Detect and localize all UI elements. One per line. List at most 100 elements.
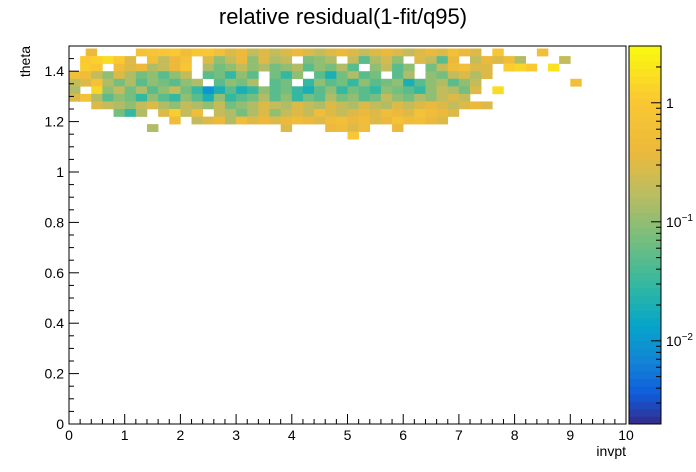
heatmap-cell: [325, 116, 337, 125]
color-scale-segment: [629, 68, 661, 77]
color-scale-segment: [629, 303, 661, 311]
heatmap-cell: [224, 78, 237, 87]
heatmap-cell: [280, 78, 293, 87]
x-tick-label: 9: [566, 427, 574, 443]
heatmap-cell: [158, 101, 170, 110]
heatmap-cell: [258, 116, 270, 125]
y-tick-label: 0.4: [45, 315, 65, 331]
color-scale-segment: [629, 386, 661, 395]
heatmap-cell: [403, 101, 415, 110]
heatmap-cell: [302, 109, 315, 117]
color-scale-segment: [629, 257, 661, 266]
y-axis-tick-labels: 0 0.2 0.4 0.6 0.8 1 1.2 1.4: [45, 63, 65, 432]
heatmap-cell: [213, 71, 226, 80]
heatmap-cell: [336, 101, 348, 110]
heatmap-cell: [425, 56, 437, 64]
heatmap-cell: [436, 71, 449, 80]
color-scale-segment: [629, 280, 661, 289]
color-scale-segment: [629, 318, 661, 327]
heatmap-cell: [470, 48, 482, 57]
heatmap-cell: [158, 86, 170, 95]
heatmap-cell: [447, 86, 460, 95]
y-tick-label: 1.2: [45, 114, 65, 130]
heatmap-cell: [247, 78, 259, 87]
heatmap-cell: [191, 48, 203, 57]
x-axis-ticks: [68, 414, 627, 424]
heatmap-cell: [236, 93, 248, 102]
y-tick-label: 0.8: [45, 214, 65, 230]
heatmap-cell: [269, 71, 281, 80]
heatmap-cell: [202, 56, 215, 64]
heatmap-cell: [314, 86, 326, 95]
heatmap-cell: [447, 109, 460, 117]
x-tick-label: 2: [177, 427, 185, 443]
heatmap-cell: [224, 86, 237, 95]
heatmap-cell: [425, 93, 437, 102]
heatmap-cell: [347, 116, 359, 125]
heatmap-cell: [425, 63, 437, 72]
heatmap-cell: [280, 63, 293, 72]
heatmap-cell: [247, 86, 259, 95]
heatmap-cell: [336, 78, 348, 87]
heatmap-cell: [146, 86, 159, 95]
heatmap-cell: [425, 71, 437, 80]
color-scale-label: 10−2: [666, 332, 693, 349]
heatmap-cell: [236, 71, 248, 80]
heatmap-cell: [336, 48, 348, 57]
heatmap-cell: [291, 109, 304, 117]
heatmap-cell: [102, 101, 114, 110]
color-scale-segment: [629, 227, 661, 236]
color-scale-segment: [629, 91, 661, 100]
heatmap-cell: [191, 101, 203, 110]
heatmap-cell: [258, 101, 270, 110]
color-scale-segment: [629, 378, 661, 387]
heatmap-cell: [302, 101, 315, 110]
heatmap-cell: [280, 93, 293, 102]
heatmap-cell: [436, 116, 449, 125]
heatmap-cell: [302, 63, 315, 72]
heatmap-cell: [302, 56, 315, 64]
heatmap-cell: [481, 56, 493, 64]
heatmap-cell: [191, 78, 203, 87]
y-tick-label: 1.4: [45, 63, 65, 79]
heatmap-cell: [69, 78, 81, 87]
x-tick-label: 3: [232, 427, 240, 443]
color-scale-segment: [629, 212, 661, 221]
color-scale-segment: [629, 53, 661, 62]
heatmap-cells: [69, 48, 582, 140]
heatmap-cell: [458, 71, 471, 80]
x-axis-tick-labels: 0 1 2 3 4 5 6 7 8 9 10: [65, 427, 634, 443]
heatmap-cell: [314, 116, 326, 125]
heatmap-cell: [291, 101, 304, 110]
heatmap-cell: [369, 86, 382, 95]
y-axis-ticks: [69, 45, 79, 425]
heatmap-cell: [380, 48, 393, 57]
heatmap-cell: [414, 86, 426, 95]
heatmap-cell: [425, 116, 437, 125]
heatmap-cell: [314, 109, 326, 117]
color-scale-segment: [629, 106, 661, 115]
heatmap-cell: [380, 86, 393, 95]
heatmap-cell: [347, 71, 359, 80]
heatmap-cell: [447, 63, 460, 72]
color-scale-segment: [629, 76, 661, 85]
heatmap-cell: [135, 71, 148, 80]
x-tick-label: 5: [344, 427, 352, 443]
color-scale-segment: [629, 46, 661, 54]
heatmap-cell: [102, 56, 114, 64]
heatmap-cell: [236, 86, 248, 95]
heatmap-cell: [470, 63, 482, 72]
heatmap-cell: [202, 71, 215, 80]
color-scale-segment: [629, 325, 661, 334]
heatmap-cell: [69, 86, 81, 95]
heatmap-cell: [403, 71, 415, 80]
heatmap-cell: [135, 109, 148, 117]
heatmap-cell: [291, 63, 304, 72]
heatmap-cell: [458, 63, 471, 72]
heatmap-cell: [358, 56, 371, 64]
heatmap-cell: [80, 78, 92, 87]
heatmap-cell: [269, 86, 281, 95]
heatmap-cell: [336, 86, 348, 95]
heatmap-cell: [202, 101, 215, 110]
heatmap-cell: [458, 93, 471, 102]
